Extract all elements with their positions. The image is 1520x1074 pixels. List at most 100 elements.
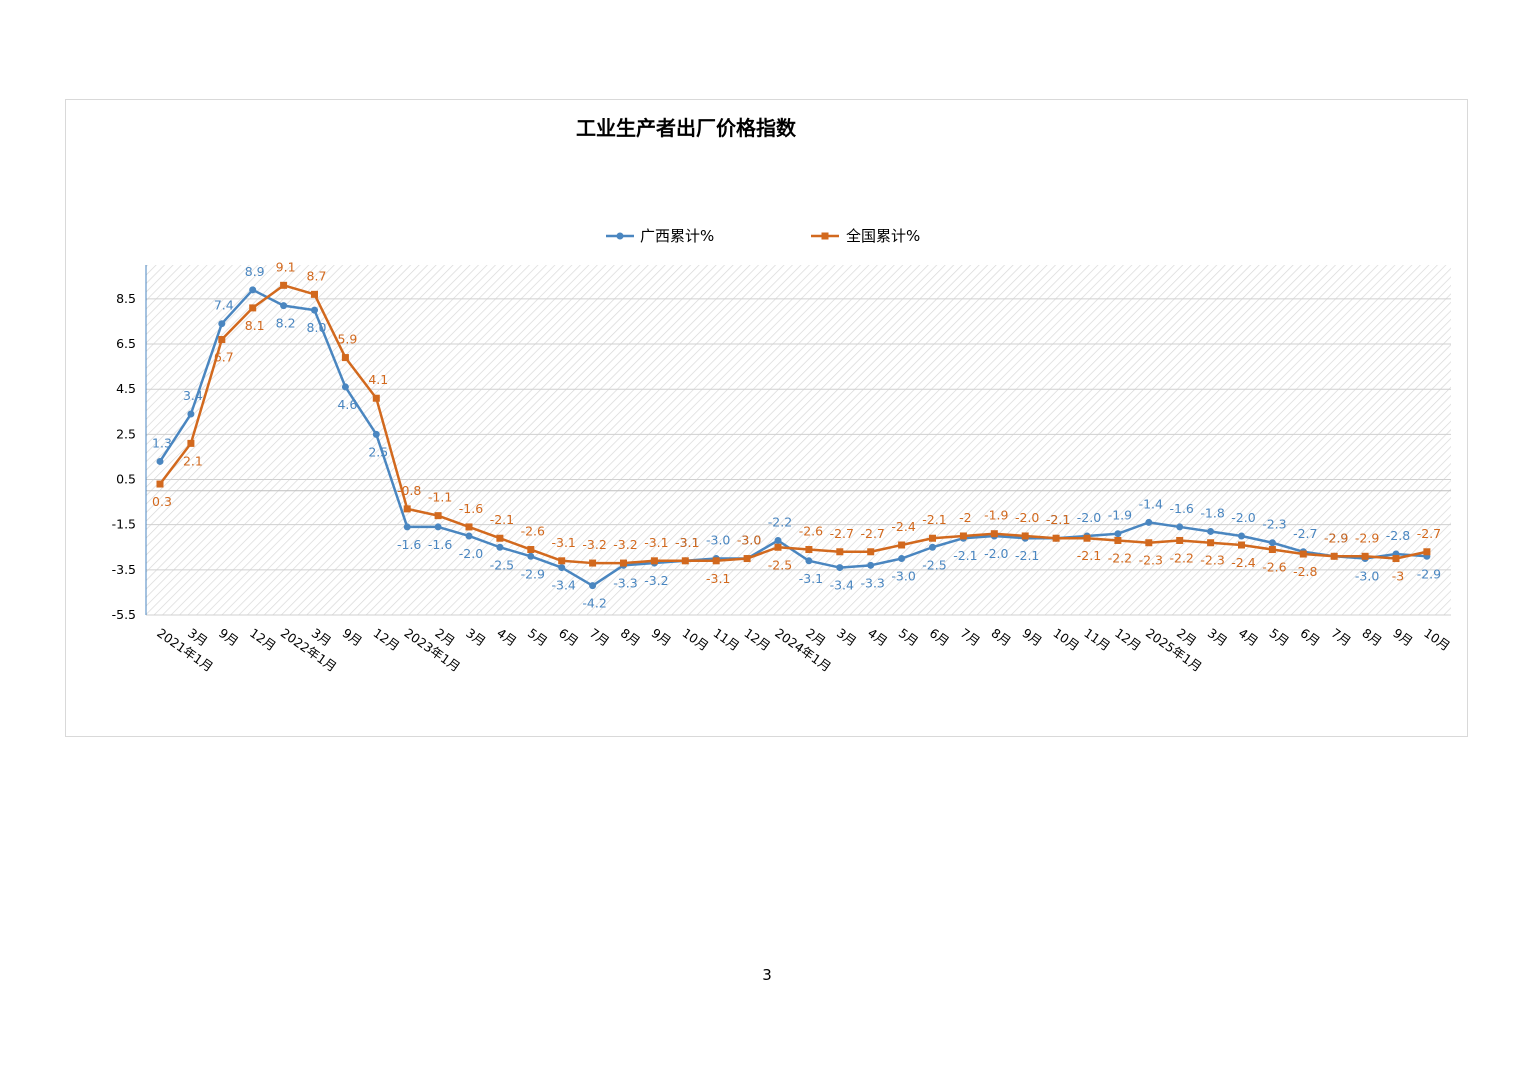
data-label-guangxi: -4.2 <box>582 596 606 611</box>
point-guangxi <box>1145 518 1153 526</box>
data-label-national: -2.3 <box>1200 553 1224 568</box>
data-label-national: -3.2 <box>613 537 637 552</box>
series-line-guangxi <box>158 288 1427 587</box>
data-label-national: -2.0 <box>1015 510 1039 525</box>
x-tick-label: 8月 <box>1359 625 1384 649</box>
x-tick-label: 5月 <box>525 625 550 649</box>
x-tick-label: 10月 <box>1421 625 1453 654</box>
point-national <box>743 555 751 563</box>
data-label-guangxi: 4.6 <box>337 397 357 412</box>
data-label-guangxi: 1.3 <box>152 435 172 450</box>
data-label-national: 2.1 <box>183 453 203 468</box>
point-national <box>372 394 380 402</box>
data-label-national: -2.6 <box>799 524 823 539</box>
data-label-guangxi: -2.0 <box>1231 510 1255 525</box>
x-tick-label: 6月 <box>556 625 581 649</box>
point-national <box>990 530 998 538</box>
point-national <box>465 523 473 531</box>
data-label-national: -1.1 <box>428 490 452 505</box>
point-guangxi <box>187 410 195 418</box>
data-label-guangxi: -2.8 <box>1386 528 1410 543</box>
point-national <box>1145 539 1153 547</box>
data-label-guangxi: -2.5 <box>490 557 514 572</box>
point-national <box>341 354 349 362</box>
y-tick-label: 4.5 <box>116 381 136 396</box>
data-label-guangxi: -3.3 <box>613 575 637 590</box>
point-guangxi <box>434 523 442 531</box>
point-guangxi <box>403 523 411 531</box>
data-label-national: -2.4 <box>1231 555 1255 570</box>
data-label-national: -2.2 <box>1170 550 1194 565</box>
data-label-national: -0.8 <box>397 483 421 498</box>
x-tick-label: 11月 <box>710 625 742 654</box>
data-label-national: -2.2 <box>1108 550 1132 565</box>
point-national <box>620 559 627 567</box>
point-guangxi <box>496 543 504 551</box>
data-label-guangxi: -3.0 <box>706 533 730 548</box>
point-national <box>311 290 318 298</box>
data-label-national: -3.0 <box>737 533 761 548</box>
chart-title: 工业生产者出厂价格指数 <box>576 116 797 140</box>
data-label-guangxi: -1.8 <box>1200 505 1224 520</box>
point-national <box>249 304 257 312</box>
y-tick-label: 0.5 <box>116 472 136 487</box>
y-tick-label: -5.5 <box>112 607 136 622</box>
point-national <box>836 548 844 556</box>
point-national <box>434 512 442 520</box>
point-national <box>1114 536 1122 544</box>
point-national <box>218 336 226 344</box>
data-label-national: -2.7 <box>861 526 885 541</box>
y-tick-label: 6.5 <box>116 336 136 351</box>
data-label-national: -2.5 <box>768 557 792 572</box>
data-label-guangxi: -3.0 <box>891 569 915 584</box>
point-national <box>558 557 566 565</box>
series-line-national <box>159 284 1428 565</box>
point-guangxi <box>280 302 288 310</box>
point-guangxi <box>1238 532 1245 540</box>
legend-item-guangxi: 广西累计% <box>606 227 714 245</box>
data-label-national: -2.7 <box>830 526 854 541</box>
x-tick-label: 2021年1月 <box>154 625 216 674</box>
point-guangxi <box>249 286 257 294</box>
data-label-guangxi: -2.1 <box>1015 548 1039 563</box>
plot-area <box>146 265 1451 615</box>
series-layer <box>156 281 1431 590</box>
legend-marker-guangxi <box>616 232 624 240</box>
point-national <box>403 505 411 513</box>
data-label-guangxi: -2.9 <box>1324 530 1348 545</box>
data-label-guangxi: -2.0 <box>984 546 1008 561</box>
data-label-national: -2.1 <box>1046 512 1070 527</box>
point-national <box>929 534 936 542</box>
data-label-guangxi: 2.5 <box>368 444 388 459</box>
axes <box>145 265 1451 615</box>
data-label-national: -2.7 <box>1417 526 1441 541</box>
point-national <box>774 543 782 551</box>
data-label-national: -3.1 <box>644 535 668 550</box>
point-national <box>1299 550 1307 558</box>
point-guangxi <box>774 536 782 544</box>
legend-marker-national <box>821 232 829 240</box>
data-label-guangxi: -1.4 <box>1139 496 1163 511</box>
data-label-national: -2.1 <box>1077 548 1101 563</box>
legend-item-national: 全国累计% <box>811 227 920 245</box>
x-tick-label: 7月 <box>1328 625 1353 649</box>
point-guangxi <box>311 306 318 314</box>
point-national <box>1423 548 1431 556</box>
data-label-guangxi: -3.0 <box>737 533 761 548</box>
data-label-national: -2 <box>959 510 971 525</box>
point-guangxi <box>836 564 844 572</box>
x-tick-label: 12月 <box>247 625 279 654</box>
y-axis-ticks: 8.5 6.5 4.5 2.5 0.5 -1.5 -3.5 -5.5 <box>112 291 136 622</box>
point-guangxi <box>1176 523 1184 531</box>
data-label-national: -2.6 <box>521 524 545 539</box>
point-guangxi <box>1114 530 1122 538</box>
point-national <box>959 532 967 540</box>
data-label-national: -1.9 <box>984 508 1008 523</box>
data-label-national: -2.9 <box>1355 530 1379 545</box>
legend: 广西累计% 全国累计% <box>606 227 920 245</box>
data-label-guangxi: -2.0 <box>459 546 483 561</box>
data-label-guangxi: -3.0 <box>1355 569 1379 584</box>
point-national <box>496 534 504 542</box>
data-label-national: -3.1 <box>706 571 730 586</box>
data-label-guangxi: -1.6 <box>428 537 452 552</box>
